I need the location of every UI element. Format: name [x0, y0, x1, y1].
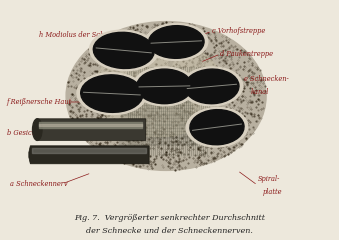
- Polygon shape: [29, 146, 149, 164]
- Ellipse shape: [148, 26, 204, 58]
- Ellipse shape: [93, 32, 154, 68]
- Ellipse shape: [95, 41, 224, 137]
- Ellipse shape: [137, 69, 192, 104]
- Ellipse shape: [190, 110, 244, 145]
- Text: kanal: kanal: [251, 88, 269, 96]
- Ellipse shape: [181, 67, 243, 106]
- Ellipse shape: [186, 108, 248, 147]
- Text: e Schnecken-: e Schnecken-: [244, 75, 289, 83]
- Ellipse shape: [33, 119, 42, 140]
- Text: Fig. 7.  Vergrößerter senkrechter Durchschnitt: Fig. 7. Vergrößerter senkrechter Durchsc…: [74, 214, 265, 222]
- Ellipse shape: [77, 73, 147, 114]
- Text: f Reißnersche Haut: f Reißnersche Haut: [7, 98, 72, 106]
- Text: platte: platte: [263, 188, 282, 196]
- Text: Spiral-: Spiral-: [258, 175, 280, 183]
- Ellipse shape: [185, 69, 239, 104]
- Polygon shape: [36, 119, 146, 140]
- Ellipse shape: [81, 75, 143, 112]
- Text: der Schnecke und der Schneckennerven.: der Schnecke und der Schneckennerven.: [86, 227, 253, 235]
- Ellipse shape: [89, 30, 158, 71]
- Text: b Gesichtsnerv: b Gesichtsnerv: [7, 129, 57, 137]
- Ellipse shape: [66, 22, 266, 170]
- Text: d Paukentreppe: d Paukentreppe: [220, 50, 273, 58]
- Ellipse shape: [145, 24, 208, 60]
- Text: h Modiolus der Schnecke: h Modiolus der Schnecke: [39, 31, 124, 39]
- Ellipse shape: [133, 67, 196, 106]
- Text: c Vorhofstreppe: c Vorhofstreppe: [212, 27, 265, 35]
- Text: a Schneckennerv: a Schneckennerv: [10, 180, 68, 188]
